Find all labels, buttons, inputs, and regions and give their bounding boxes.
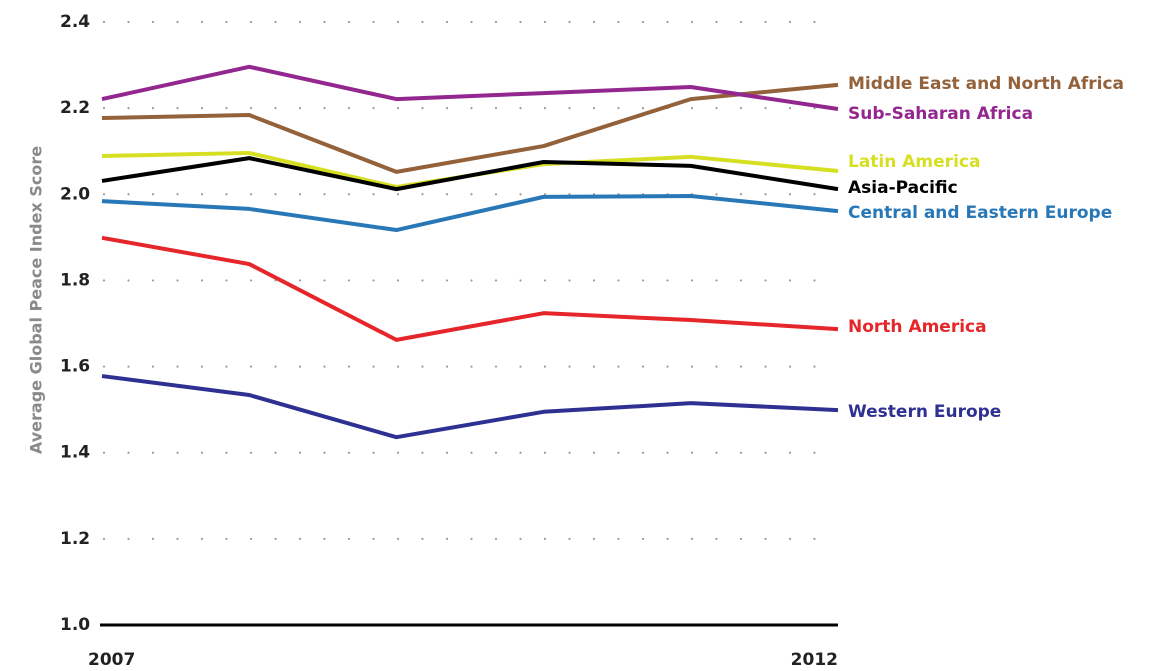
series-label: Latin America bbox=[848, 152, 980, 172]
series-line bbox=[101, 156, 839, 192]
series-line bbox=[101, 64, 839, 111]
series-label: Western Europe bbox=[848, 402, 1001, 422]
y-tick-label: 1.4 bbox=[60, 443, 90, 463]
y-tick-label: 1.8 bbox=[60, 270, 90, 290]
y-tick-label: 2.2 bbox=[60, 98, 90, 118]
y-tick-label: 1.0 bbox=[60, 615, 90, 635]
y-tick-label: 1.6 bbox=[60, 357, 90, 377]
series-label: Sub-Saharan Africa bbox=[848, 104, 1033, 124]
series-label: Asia-Pacific bbox=[848, 178, 958, 198]
y-tick-label: 2.0 bbox=[60, 184, 90, 204]
x-tick-label: 2007 bbox=[88, 650, 135, 670]
x-tick-label: 2012 bbox=[791, 650, 838, 670]
series-line bbox=[101, 82, 839, 174]
series-label: Central and Eastern Europe bbox=[848, 203, 1112, 223]
series-line bbox=[101, 235, 839, 342]
series-label: North America bbox=[848, 317, 987, 337]
series-line bbox=[101, 374, 839, 440]
y-tick-label: 1.2 bbox=[60, 529, 90, 549]
series-line bbox=[101, 194, 839, 233]
series-label: Middle East and North Africa bbox=[848, 74, 1124, 94]
y-axis-label: Average Global Peace Index Score bbox=[27, 146, 46, 454]
y-tick-label: 2.4 bbox=[60, 12, 90, 32]
